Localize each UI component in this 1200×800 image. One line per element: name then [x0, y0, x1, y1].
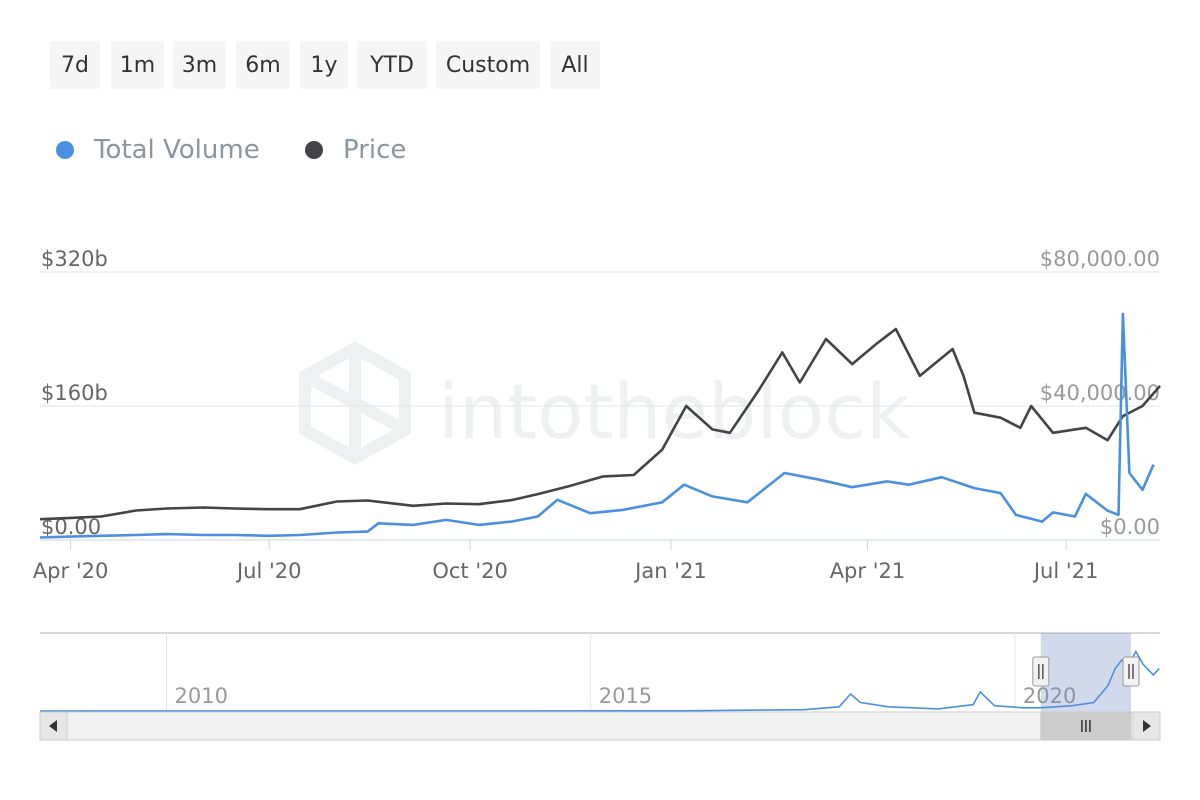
series-line-total-volume[interactable] — [39, 312, 1155, 539]
watermark-text: intotheblock — [438, 367, 910, 456]
left-axis-tick-label: $320b — [41, 247, 108, 271]
legend-marker-total-volume — [56, 141, 74, 159]
range-button-6m[interactable]: 6m — [236, 41, 290, 89]
left-axis-tick-label: $160b — [41, 381, 108, 405]
right-axis-tick-label: $80,000.00 — [1040, 247, 1160, 271]
legend-item-total-volume[interactable]: Total Volume — [56, 132, 260, 168]
x-axis-tick-label: Apr '20 — [33, 559, 109, 583]
navigator-tick-label: 2020 — [1023, 684, 1076, 708]
navigator-tick-label: 2015 — [599, 684, 652, 708]
x-axis: Apr '20 Jul '20 Oct '20 Jan '21 Apr '21 Jul '… — [33, 540, 1099, 583]
grid-lines — [40, 271, 1160, 541]
arrow-left-icon — [49, 720, 57, 732]
scrollbar — [39, 711, 1161, 741]
legend-marker-price — [305, 141, 323, 159]
scrollbar-thumb[interactable] — [1040, 711, 1132, 741]
x-axis-tick-label: Jul '20 — [235, 559, 302, 583]
x-axis-tick-label: Oct '20 — [432, 559, 507, 583]
legend-label-price: Price — [343, 135, 407, 165]
x-axis-tick-label: Jul '21 — [1032, 559, 1099, 583]
range-button-ytd[interactable]: YTD — [357, 41, 427, 89]
x-axis-tick-label: Apr '21 — [830, 559, 906, 583]
watermark: intotheblock — [299, 341, 910, 465]
scrollbar-track[interactable] — [39, 711, 1161, 741]
series-layer — [39, 312, 1161, 539]
navigator-handle-right[interactable] — [1122, 656, 1140, 687]
legend-label-total-volume: Total Volume — [94, 135, 260, 165]
left-axis: $0.00$160b$320b — [41, 247, 108, 539]
range-button-1m[interactable]: 1m — [111, 41, 164, 89]
range-button-custom[interactable]: Custom — [436, 41, 540, 89]
arrow-right-icon — [1143, 720, 1151, 732]
range-button-all[interactable]: All — [550, 41, 600, 89]
scrollbar-right-arrow[interactable] — [1132, 711, 1161, 741]
range-button-1y[interactable]: 1y — [300, 41, 348, 89]
legend-item-price[interactable]: Price — [305, 132, 406, 168]
scrollbar-left-arrow[interactable] — [39, 711, 68, 741]
navigator-selected-range[interactable] — [1040, 633, 1131, 712]
range-button-7d[interactable]: 7d — [50, 41, 100, 89]
watermark-logo-icon — [299, 341, 411, 465]
series-line-price[interactable] — [39, 327, 1161, 521]
navigator: 2010 2015 2020 — [39, 632, 1160, 712]
navigator-tick-label: 2010 — [175, 684, 228, 708]
range-button-3m[interactable]: 3m — [173, 41, 226, 89]
right-axis: $0.00 $40,000.00 $80,000.00 — [1040, 247, 1160, 539]
x-axis-tick-label: Jan '21 — [633, 559, 707, 583]
right-axis-tick-label: $40,000.00 — [1040, 381, 1160, 405]
navigator-ticks: 2010 2015 2020 — [166, 633, 1076, 711]
navigator-handle-left[interactable] — [1032, 656, 1050, 687]
right-axis-tick-label: $0.00 — [1100, 515, 1160, 539]
